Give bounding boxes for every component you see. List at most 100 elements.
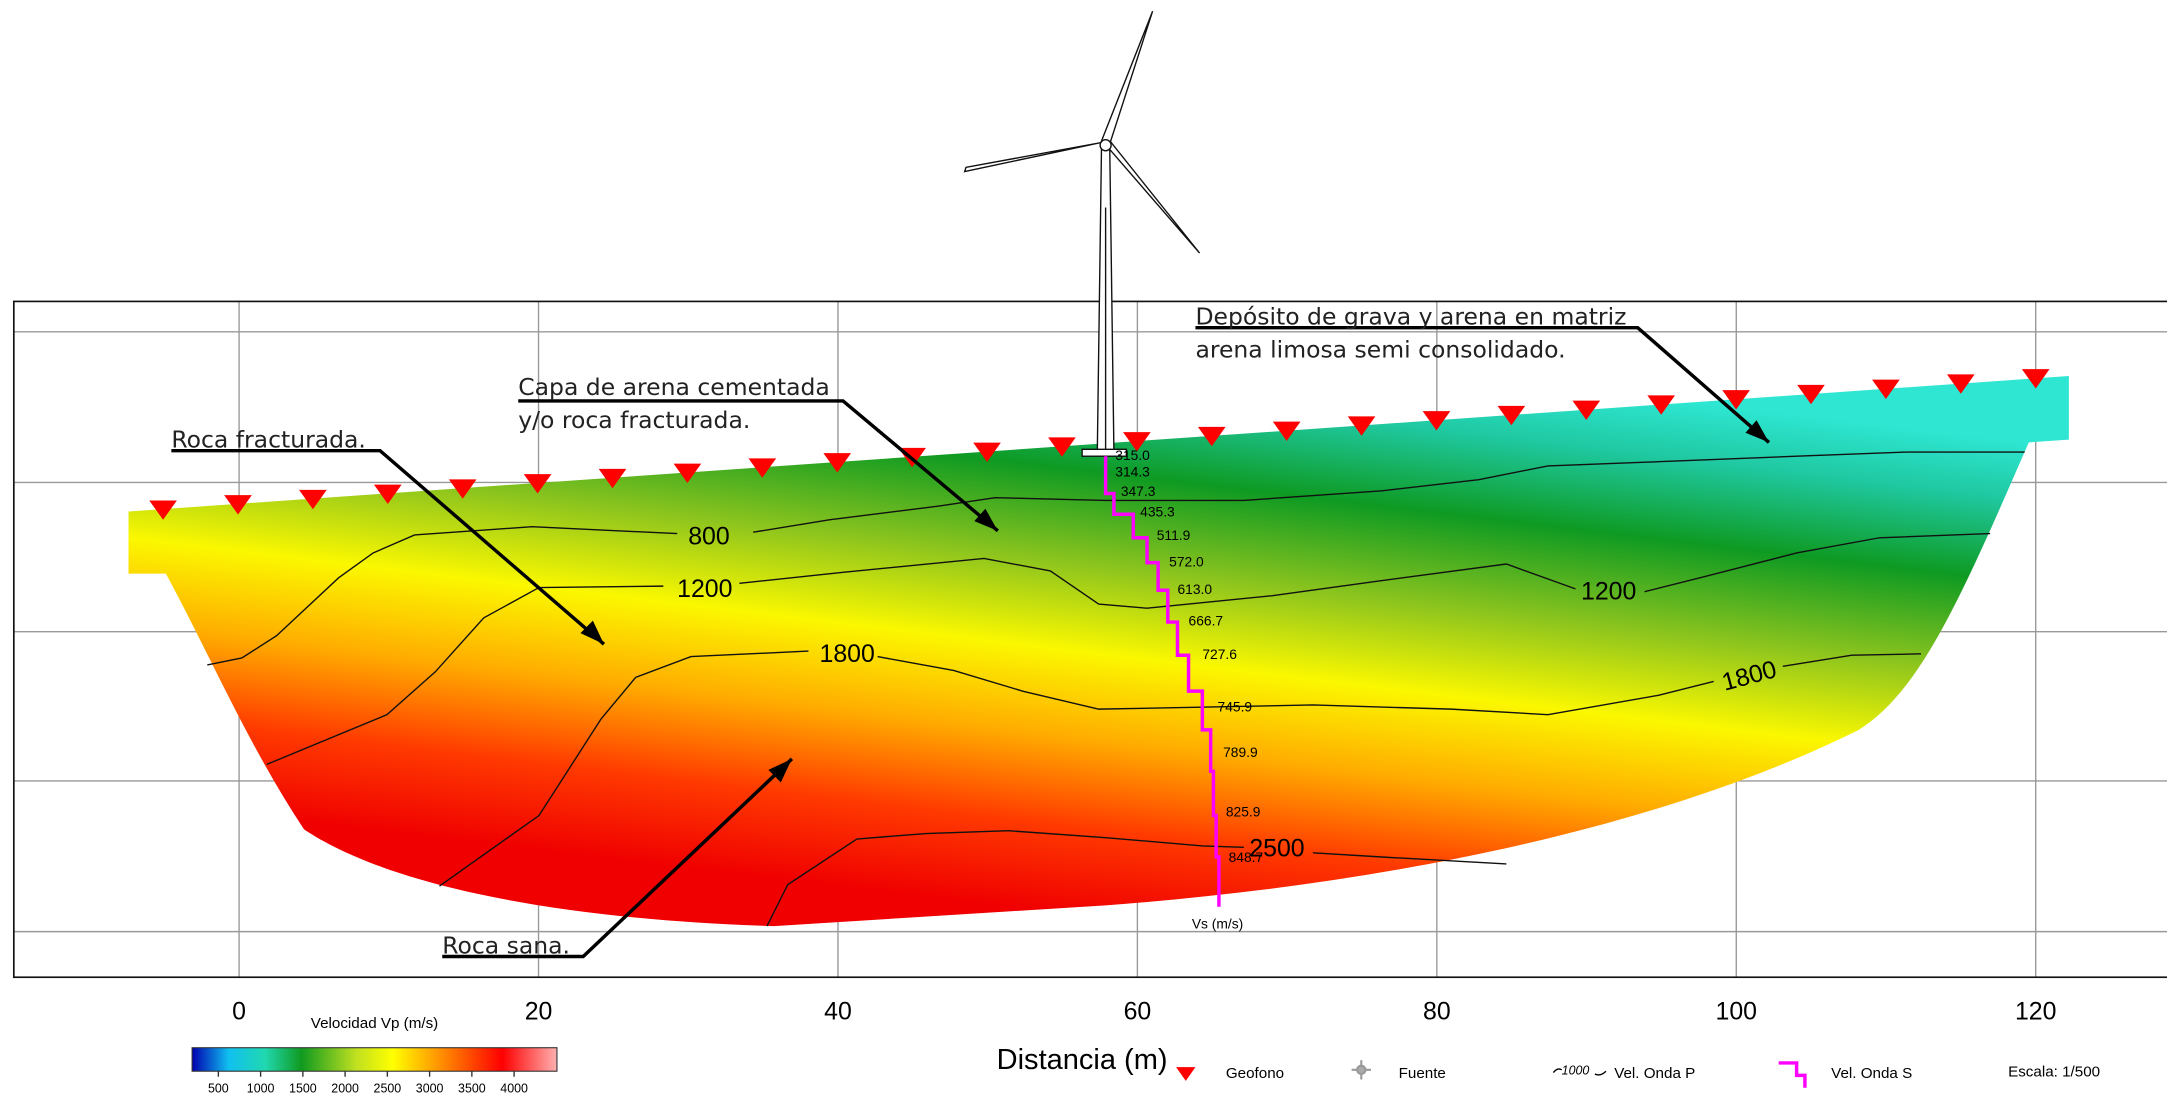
- geophones: [149, 369, 2050, 520]
- legend-label: Fuente: [1399, 1065, 1446, 1082]
- geophone: [1946, 374, 1975, 394]
- scale-label: Escala: 1/500: [2008, 1064, 2100, 1081]
- velocity-section: [128, 376, 2069, 927]
- geophone: [1347, 416, 1376, 436]
- colorbar-tick-label: 3500: [458, 1081, 486, 1095]
- annotation: Roca fracturada.: [171, 426, 366, 454]
- geophone: [1722, 390, 1750, 410]
- geophone: [523, 474, 552, 494]
- arrow-head: [580, 620, 604, 645]
- vs-label: 727.6: [1202, 646, 1237, 662]
- contour-label: 1200: [1581, 578, 1636, 606]
- vs-title: Vs (m/s): [1192, 915, 1243, 931]
- colorbar-tick-label: 2000: [331, 1081, 359, 1095]
- source-symbol: [1351, 1060, 1371, 1080]
- colorbar-tick-label: 3000: [416, 1081, 444, 1095]
- vs-label: 314.3: [1115, 463, 1150, 479]
- contour-label: 800: [688, 522, 729, 550]
- contour-line: [877, 655, 1714, 716]
- x-axis-label: Distancia (m): [997, 1044, 1168, 1076]
- x-tick-label: 80: [1423, 998, 1451, 1026]
- vs-profile: [1103, 456, 1221, 907]
- contour-line: [439, 650, 809, 887]
- legend-label: Vel. Onda P: [1614, 1065, 1695, 1082]
- leader: [518, 399, 999, 533]
- vs-symbol: [1778, 1061, 1807, 1088]
- geophone: [1647, 395, 1676, 415]
- annotation: arena limosa semi consolidado.: [1195, 336, 1565, 364]
- geophone: [2021, 369, 2050, 389]
- annotation: Roca sana.: [442, 931, 570, 959]
- blade: [1100, 10, 1154, 145]
- contour-line: [1782, 653, 1922, 667]
- hub: [1099, 139, 1112, 152]
- legend-contour-sample: 1000: [1562, 1063, 1590, 1077]
- arrow-head: [974, 508, 998, 531]
- colorbar-tick-label: 1500: [289, 1081, 317, 1095]
- blade: [963, 141, 1102, 173]
- vs-label: 789.9: [1223, 744, 1258, 760]
- vs-label: 435.3: [1140, 504, 1175, 520]
- annotation: Depósito de grava y arena en matriz: [1195, 303, 1626, 331]
- contour-line: [266, 585, 664, 766]
- leader: [442, 757, 794, 959]
- vs-label: 848.7: [1229, 849, 1264, 865]
- leader: [171, 448, 606, 646]
- contour-symbol: [1552, 1068, 1607, 1076]
- annotation-arrows: [171, 325, 1771, 959]
- legend-label: Geofono: [1226, 1065, 1284, 1082]
- leader: [1195, 325, 1771, 444]
- vs-label: 613.0: [1177, 581, 1212, 597]
- geophone: [748, 458, 777, 478]
- texts: 0 20 40 60 80 100 120 Distancia (m) Roca fractur…: [171, 303, 2100, 1096]
- arrow-head: [1745, 420, 1769, 443]
- geophone: [1422, 411, 1451, 431]
- x-tick-label: 20: [525, 998, 553, 1026]
- geophone: [1197, 426, 1226, 447]
- blade: [1109, 140, 1201, 254]
- geophone: [448, 479, 477, 499]
- x-tick-label: 100: [1716, 998, 1757, 1026]
- vs-label: 745.9: [1218, 698, 1253, 714]
- legend: [191, 1047, 1807, 1088]
- contours: [207, 451, 2025, 927]
- colorbar-title: Velocidad Vp (m/s): [311, 1015, 438, 1032]
- geophone: [673, 463, 702, 484]
- contour-line: [753, 451, 2025, 533]
- x-tick-label: 0: [232, 998, 246, 1026]
- arrow-head: [768, 758, 792, 783]
- geophone: [299, 489, 327, 510]
- colorbar: [191, 1047, 558, 1072]
- vs-label: 511.9: [1157, 527, 1191, 543]
- vs-label: 315.0: [1115, 447, 1150, 463]
- contour-line: [1312, 852, 1507, 865]
- vs-label: 666.7: [1189, 613, 1224, 629]
- contour-label: 2500: [1249, 835, 1304, 863]
- contour-label: 1800: [820, 640, 875, 668]
- geophone: [149, 500, 177, 520]
- colorbar-tick-label: 500: [208, 1081, 229, 1095]
- geophone: [1048, 437, 1076, 457]
- dot: [1356, 1064, 1367, 1076]
- geophone: [224, 495, 252, 515]
- colorbar-tick-label: 4000: [500, 1081, 528, 1095]
- vs-label: 572.0: [1169, 553, 1204, 569]
- geophone: [1572, 400, 1601, 421]
- x-tick-label: 40: [824, 998, 852, 1026]
- geophone: [973, 442, 1001, 463]
- x-tick-label: 120: [2015, 998, 2056, 1026]
- geophone: [598, 468, 627, 489]
- contour-label: 1200: [677, 575, 732, 603]
- colorbar-tick-label: 1000: [247, 1081, 275, 1095]
- annotation: y/o roca fracturada.: [518, 406, 750, 434]
- colorbar-tick-label: 2500: [374, 1081, 402, 1095]
- x-tick-label: 60: [1124, 998, 1152, 1026]
- vs-label: 347.3: [1121, 483, 1156, 499]
- vs-label: 825.9: [1226, 803, 1261, 819]
- geophone: [1123, 432, 1151, 452]
- contour-line: [739, 557, 1576, 609]
- geophone: [1497, 405, 1526, 426]
- annotation: Capa de arena cementada: [518, 373, 830, 401]
- contour-line: [1644, 532, 1991, 593]
